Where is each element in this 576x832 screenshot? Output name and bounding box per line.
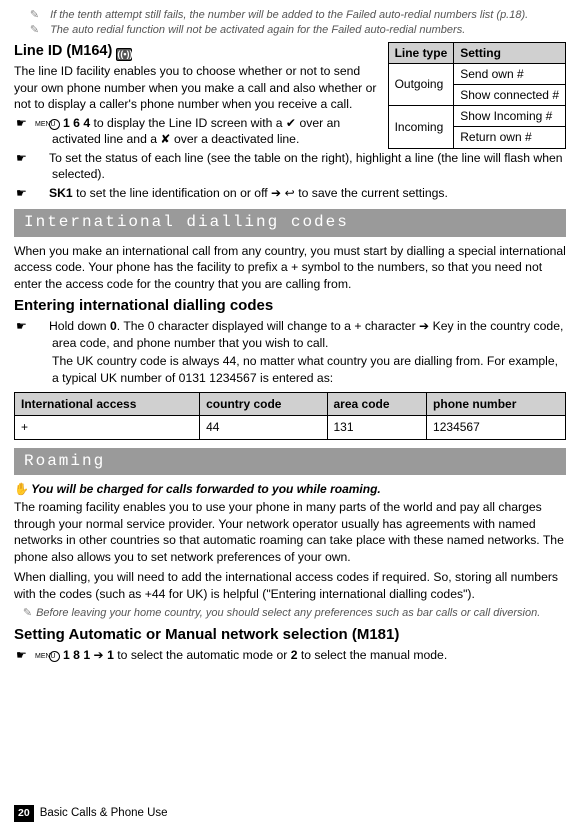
- roaming-warning: ✋ You will be charged for calls forwarde…: [14, 481, 566, 497]
- cell-showconnected: Show connected #: [454, 85, 566, 106]
- bullet-auto-manual: ☛MENU 1 8 1 ➔ 1 to select the automatic …: [52, 647, 566, 663]
- th-areacode: area code: [327, 393, 427, 416]
- th-countrycode: country code: [200, 393, 327, 416]
- pointer-icon: ☛: [34, 318, 49, 334]
- cell-plus: +: [15, 416, 200, 439]
- hand-icon: ✋: [14, 481, 28, 497]
- roaming-para1: The roaming facility enables you to use …: [14, 499, 566, 565]
- tip-icon: ✎: [22, 606, 33, 621]
- bullet-set-status: ☛To set the status of each line (see the…: [52, 150, 566, 183]
- roaming-note: ✎ Before leaving your home country, you …: [22, 606, 566, 621]
- cell-sendown: Send own #: [454, 63, 566, 84]
- th-linetype: Line type: [388, 42, 454, 63]
- entering-title: Entering international dialling codes: [14, 296, 566, 316]
- cell-returnown: Return own #: [454, 127, 566, 148]
- intl-heading-bar: International dialling codes: [14, 209, 566, 237]
- th-setting: Setting: [454, 42, 566, 63]
- cell-outgoing: Outgoing: [388, 63, 454, 105]
- th-intlaccess: International access: [15, 393, 200, 416]
- bullet-sk1: ☛SK1 to set the line identification on o…: [52, 185, 566, 201]
- cell-incoming: Incoming: [388, 106, 454, 148]
- cell-131: 131: [327, 416, 427, 439]
- intl-para: When you make an international call from…: [14, 243, 566, 292]
- footer-text: Basic Calls & Phone Use: [40, 807, 168, 819]
- th-phonenumber: phone number: [427, 393, 566, 416]
- tip-note-2: ✎ The auto redial function will not be a…: [36, 23, 566, 38]
- tip-icon: ✎: [36, 8, 47, 23]
- entering-desc: The UK country code is always 44, no mat…: [52, 353, 566, 386]
- roaming-heading-bar: Roaming: [14, 448, 566, 476]
- tip-note-1: ✎ If the tenth attempt still fails, the …: [36, 8, 566, 23]
- pointer-icon: ☛: [34, 185, 49, 201]
- bullet-hold-zero: ☛Hold down 0. The 0 character displayed …: [52, 318, 566, 351]
- menu-icon: MENU: [49, 651, 60, 662]
- tip-icon: ✎: [36, 23, 47, 38]
- auto-manual-title: Setting Automatic or Manual network sele…: [14, 625, 566, 645]
- page-number: 20: [14, 805, 34, 821]
- cell-44: 44: [200, 416, 327, 439]
- page-footer: 20 Basic Calls & Phone Use: [14, 805, 168, 822]
- roaming-para2: When dialling, you will need to add the …: [14, 569, 566, 602]
- cell-showincoming: Show Incoming #: [454, 106, 566, 127]
- pointer-icon: ☛: [34, 150, 49, 166]
- menu-icon: MENU: [49, 119, 60, 130]
- line-id-table: Line typeSetting OutgoingSend own # Show…: [388, 42, 566, 149]
- cell-1234567: 1234567: [427, 416, 566, 439]
- antenna-icon: ((•)): [116, 48, 132, 61]
- intl-codes-table: International access country code area c…: [14, 392, 566, 439]
